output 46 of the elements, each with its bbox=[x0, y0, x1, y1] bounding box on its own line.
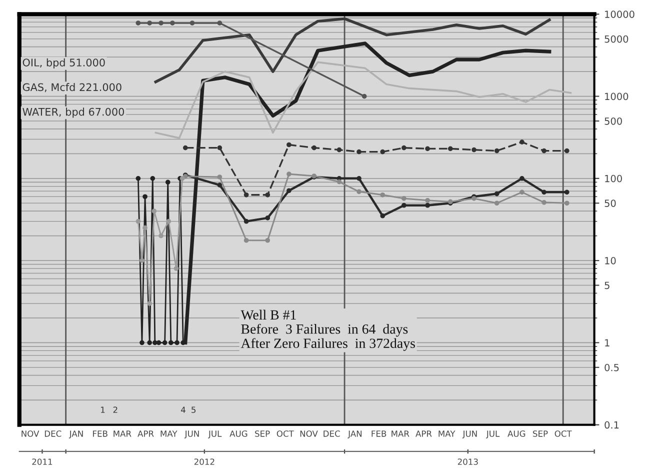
y-tick-label: 10000 bbox=[605, 10, 634, 18]
annotation: 4 bbox=[180, 406, 186, 413]
y-tick-label: 5 bbox=[604, 282, 610, 290]
x-tick-label: NOV bbox=[22, 430, 40, 437]
x-tick-label: MAY bbox=[438, 430, 456, 437]
annotation: GAS, Mcfd 221.000 bbox=[22, 83, 122, 92]
annotation: WATER, bpd 67.000 bbox=[22, 108, 124, 118]
y-tick-label: 500 bbox=[604, 117, 622, 125]
x-tick-label: APR bbox=[416, 430, 432, 437]
x-tick-label: SEP bbox=[533, 430, 548, 437]
annotation: Well B #1 Before 3 Failures in 64 days After Zero Failures in 372days bbox=[240, 310, 415, 351]
x2-tick-label: 2011 bbox=[32, 458, 52, 465]
y-tick-label: 10 bbox=[605, 257, 616, 264]
y-tick-label: 50 bbox=[604, 200, 616, 207]
y-tick-label: 0.1 bbox=[604, 421, 619, 429]
x-tick-label: DEC bbox=[324, 430, 340, 437]
x-tick-label: FEB bbox=[93, 430, 108, 437]
annotation: 5 bbox=[192, 406, 196, 413]
x-tick-label: OCT bbox=[554, 430, 572, 437]
x-tick-label: NOV bbox=[300, 430, 318, 437]
y-tick-label: 1 bbox=[605, 339, 610, 346]
annotation: 2 bbox=[113, 406, 118, 413]
annotation: 1 bbox=[101, 406, 105, 413]
x-tick-label: AUG bbox=[508, 430, 526, 437]
x-tick-label: MAR bbox=[392, 430, 410, 437]
x-tick-label: APR bbox=[138, 430, 154, 437]
x-tick-label: FEB bbox=[372, 430, 386, 437]
x-tick-label: DEC bbox=[44, 430, 62, 437]
x2-tick-label: 2013 bbox=[458, 458, 478, 465]
x-tick-label: MAY bbox=[160, 430, 178, 437]
x-tick-label: OCT bbox=[276, 430, 294, 437]
x2-tick-label: 2012 bbox=[194, 458, 214, 465]
x-tick-label: JUN bbox=[184, 430, 199, 438]
annotation: OIL, bpd 51.000 bbox=[22, 58, 105, 68]
x-tick-label: AUG bbox=[230, 430, 248, 437]
x-tick-label: JUL bbox=[486, 430, 500, 438]
y-tick-label: 5000 bbox=[604, 35, 628, 43]
x-tick-label: JAN bbox=[348, 430, 362, 438]
y-tick-label: 100 bbox=[605, 174, 622, 182]
y-tick-label: 1000 bbox=[605, 92, 628, 100]
x-tick-label: SEP bbox=[255, 430, 270, 437]
x-tick-label: JUN bbox=[462, 430, 477, 438]
x-tick-label: JUL bbox=[208, 430, 222, 438]
y-tick-label: 0.5 bbox=[604, 364, 619, 372]
x-tick-label: MAR bbox=[114, 430, 132, 437]
x-tick-label: JAN bbox=[68, 430, 83, 438]
